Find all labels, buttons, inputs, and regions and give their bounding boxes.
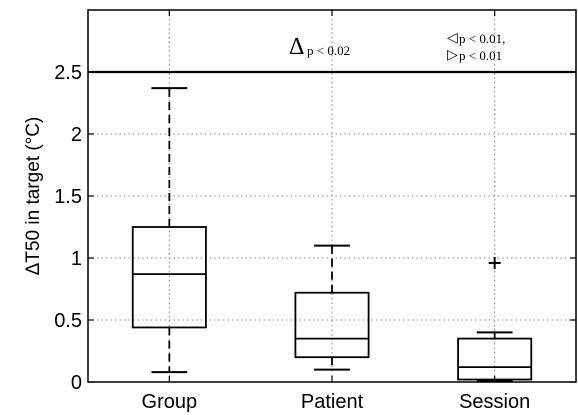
annotation-delta-text: p < 0.02 [307,43,350,58]
annotation-left-triangle-text: p < 0.01, [459,31,505,46]
grid-lines [88,10,576,382]
box-patient [294,244,370,371]
outlier-session-0 [488,256,501,269]
y-tick-label-1: 0.5 [54,310,82,332]
y-tick-label-2: 1 [71,248,82,270]
y-tick-label-4: 2 [71,124,82,146]
category-label-session: Session [459,391,530,413]
annotation-left-triangle-symbol: ◁ [447,31,458,46]
y-tick-label-3: 1.5 [54,186,82,208]
y-tick-label-5: 2.5 [54,62,82,84]
annotation-delta: Δ p < 0.02 [289,34,350,60]
tick-marks: 0 0.5 1 1.5 2 2.5 Group Patient Session [54,10,576,413]
box-iqr-group [131,226,207,329]
annotation-delta-symbol: Δ [289,34,304,60]
category-label-patient: Patient [301,391,364,413]
box-group [131,87,207,374]
boxes-layer [131,87,533,382]
annotation-triangles: ◁ p < 0.01, ▷ p < 0.01 [447,31,505,63]
y-axis-label: ΔT50 in target (°C) [23,117,44,276]
y-tick-label-0: 0 [71,372,82,394]
annotation-right-triangle-symbol: ▷ [447,48,458,63]
category-label-group: Group [142,391,198,413]
box-iqr-patient [294,291,370,359]
box-iqr-session [457,337,533,381]
annotation-right-triangle-text: p < 0.01 [459,48,502,63]
